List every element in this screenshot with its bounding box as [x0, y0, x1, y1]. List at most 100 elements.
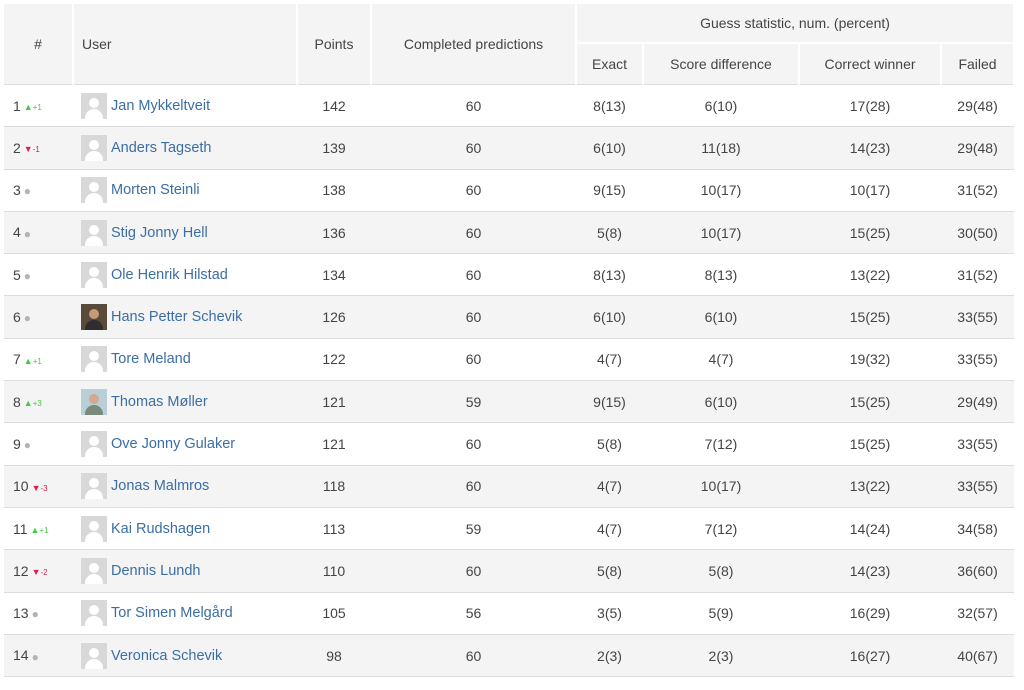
correct-winner-cell: 17(28) [799, 83, 941, 128]
failed-cell: 31(52) [941, 169, 1015, 212]
header-guess-statistic: Guess statistic, num. (percent) [576, 4, 1016, 43]
points-cell: 142 [297, 83, 371, 128]
header-rank[interactable]: # [4, 4, 74, 85]
user-link[interactable]: Veronica Schevik [111, 647, 223, 664]
user-link[interactable]: Dennis Lundh [111, 562, 201, 579]
avatar[interactable] [81, 642, 107, 669]
failed-cell: 33(55) [941, 338, 1015, 382]
rank-unchanged-icon: ● [23, 226, 32, 241]
completed-cell: 60 [371, 253, 576, 297]
table-row: 6 ● Hans Petter Schevik 126 60 6(10) 6(10… [4, 295, 1015, 339]
points-cell: 113 [297, 507, 371, 551]
table-row: 10 ▼-3 Jonas Malmros 118 60 4(7) 10(17) 1… [4, 465, 1015, 508]
header-failed[interactable]: Failed [941, 42, 1016, 85]
correct-winner-cell: 15(25) [799, 422, 941, 466]
rank-cell: 13 ● [4, 592, 73, 635]
user-link[interactable]: Ove Jonny Gulaker [111, 436, 236, 453]
points-cell: 136 [297, 211, 371, 255]
correct-winner-cell: 10(17) [799, 169, 941, 212]
table-row: 2 ▼-1 Anders Tagseth 139 60 6(10) 11(18) … [4, 126, 1015, 170]
completed-cell: 60 [371, 549, 576, 593]
header-points[interactable]: Points [297, 4, 372, 85]
points-cell: 98 [297, 634, 371, 678]
rank-unchanged-icon: ● [23, 438, 32, 453]
rank-change: +3 [32, 399, 42, 409]
header-completed[interactable]: Completed predictions [371, 4, 577, 85]
user-link[interactable]: Thomas Møller [111, 393, 208, 410]
avatar[interactable] [81, 219, 107, 246]
user-cell: Veronica Schevik [73, 634, 297, 678]
header-exact[interactable]: Exact [576, 42, 644, 85]
completed-cell: 59 [371, 380, 576, 424]
completed-cell: 60 [371, 169, 576, 212]
rank-cell: 7 ▲+1 [4, 338, 73, 382]
table-row: 13 ● Tor Simen Melgård 105 56 3(5) 5(9) 1… [4, 592, 1015, 635]
score-difference-cell: 7(12) [643, 507, 799, 551]
avatar[interactable] [81, 431, 107, 458]
avatar[interactable] [81, 473, 107, 500]
points-cell: 121 [297, 422, 371, 466]
rank-unchanged-icon: ● [31, 607, 39, 622]
correct-winner-cell: 19(32) [799, 338, 941, 382]
user-link[interactable]: Stig Jonny Hell [111, 224, 208, 241]
avatar[interactable] [81, 515, 107, 542]
score-difference-cell: 6(10) [643, 295, 799, 339]
rank-cell: 3 ● [4, 169, 73, 212]
failed-cell: 31(52) [941, 253, 1015, 297]
correct-winner-cell: 14(24) [799, 507, 941, 551]
user-link[interactable]: Morten Steinli [111, 182, 200, 199]
user-link[interactable]: Anders Tagseth [111, 139, 212, 156]
completed-cell: 60 [371, 465, 576, 508]
rank-cell: 2 ▼-1 [4, 126, 73, 170]
header-correct-winner[interactable]: Correct winner [799, 42, 942, 85]
rank-cell: 10 ▼-3 [4, 465, 73, 508]
table-row: 5 ● Ole Henrik Hilstad 134 60 8(13) 8(13)… [4, 253, 1015, 297]
avatar[interactable] [81, 600, 107, 627]
rank-up-icon: ▲+1 [30, 524, 49, 535]
user-cell: Ove Jonny Gulaker [73, 422, 297, 466]
table-row: 12 ▼-2 Dennis Lundh 110 60 5(8) 5(8) 14(2… [4, 549, 1015, 593]
rank-number: 14 [13, 647, 29, 664]
failed-cell: 33(55) [941, 422, 1015, 466]
user-link[interactable]: Ole Henrik Hilstad [111, 266, 228, 283]
avatar[interactable] [81, 261, 107, 288]
avatar[interactable] [81, 177, 107, 204]
failed-cell: 33(55) [941, 295, 1015, 339]
rank-up-icon: ▲+1 [23, 355, 42, 366]
avatar[interactable] [81, 134, 107, 161]
rank-up-icon: ▲+1 [23, 101, 42, 112]
exact-cell: 6(10) [576, 126, 643, 170]
score-difference-cell: 2(3) [643, 634, 799, 678]
avatar[interactable] [81, 557, 107, 584]
score-difference-cell: 6(10) [643, 83, 799, 128]
score-difference-cell: 4(7) [643, 338, 799, 382]
correct-winner-cell: 15(25) [799, 380, 941, 424]
rank-change: +1 [32, 102, 42, 112]
user-link[interactable]: Jonas Malmros [111, 478, 210, 495]
avatar[interactable] [81, 304, 107, 331]
user-link[interactable]: Hans Petter Schevik [111, 309, 243, 326]
completed-cell: 60 [371, 126, 576, 170]
table-row: 11 ▲+1 Kai Rudshagen 113 59 4(7) 7(12) 14… [4, 507, 1015, 551]
user-link[interactable]: Jan Mykkeltveit [111, 97, 211, 114]
rank-change: -3 [40, 483, 48, 493]
user-link[interactable]: Tore Meland [111, 351, 191, 368]
user-link[interactable]: Tor Simen Melgård [111, 605, 233, 622]
exact-cell: 3(5) [576, 592, 643, 635]
rank-up-icon: ▲+3 [23, 398, 42, 409]
avatar[interactable] [81, 388, 107, 415]
exact-cell: 8(13) [576, 83, 643, 128]
completed-cell: 60 [371, 422, 576, 466]
score-difference-cell: 8(13) [643, 253, 799, 297]
user-cell: Morten Steinli [73, 169, 297, 212]
failed-cell: 32(57) [941, 592, 1015, 635]
user-link[interactable]: Kai Rudshagen [111, 520, 211, 537]
avatar[interactable] [81, 346, 107, 373]
avatar[interactable] [81, 92, 107, 119]
exact-cell: 5(8) [576, 549, 643, 593]
header-user[interactable]: User [73, 4, 298, 85]
rank-down-icon: ▼-3 [31, 482, 48, 493]
points-cell: 139 [297, 126, 371, 170]
header-score-difference[interactable]: Score difference [643, 42, 800, 85]
completed-cell: 56 [371, 592, 576, 635]
